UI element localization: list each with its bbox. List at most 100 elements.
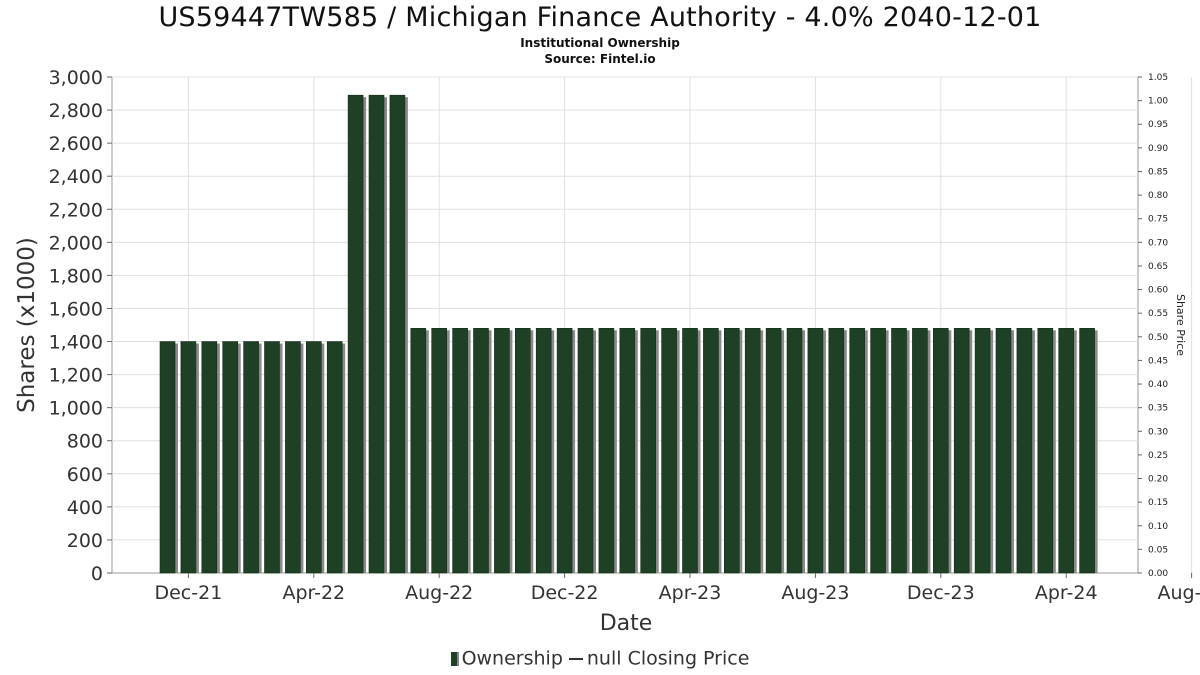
ownership-bar bbox=[953, 328, 970, 574]
x-tick-label: Dec-23 bbox=[907, 582, 975, 604]
ownership-bar bbox=[598, 328, 615, 574]
y2-tick-label: 0.60 bbox=[1148, 286, 1168, 296]
chart-subtitle: Institutional Ownership bbox=[520, 36, 680, 50]
y2-tick-label: 0.35 bbox=[1148, 404, 1168, 414]
ownership-bar bbox=[640, 328, 657, 574]
y-tick-label: 1,600 bbox=[49, 298, 103, 320]
y2-tick-label: 0.80 bbox=[1148, 191, 1168, 201]
ownership-bar bbox=[723, 328, 740, 574]
ownership-bar bbox=[473, 328, 489, 574]
ownership-bar bbox=[786, 328, 803, 574]
ownership-bar bbox=[1016, 328, 1033, 574]
y2-tick-label: 0.15 bbox=[1148, 498, 1168, 508]
y-tick-label: 2,400 bbox=[49, 166, 103, 188]
x-tick-label: Apr-22 bbox=[282, 582, 345, 604]
ownership-bar bbox=[243, 341, 259, 574]
y-tick-label: 2,600 bbox=[49, 133, 103, 155]
ownership-bar bbox=[410, 328, 427, 574]
x-tick-label: Dec-21 bbox=[154, 582, 222, 604]
legend-label-ownership: Ownership bbox=[461, 647, 563, 670]
x-tick-label: Aug-22 bbox=[405, 582, 473, 604]
ownership-bar bbox=[347, 94, 364, 574]
ownership-bar bbox=[431, 328, 448, 574]
y-axis-title: Shares (x1000) bbox=[14, 237, 40, 413]
ownership-bar bbox=[849, 328, 866, 574]
ownership-bar bbox=[180, 341, 197, 574]
y2-tick-label: 0.00 bbox=[1148, 569, 1168, 579]
y2-tick-label: 0.20 bbox=[1148, 475, 1168, 485]
ownership-bar bbox=[703, 328, 719, 574]
ownership-bar bbox=[556, 328, 573, 574]
ownership-bar bbox=[995, 328, 1012, 574]
y2-tick-label: 0.75 bbox=[1148, 215, 1168, 225]
ownership-bar bbox=[285, 341, 301, 574]
y2-tick-label: 0.10 bbox=[1148, 522, 1168, 532]
ownership-bar bbox=[368, 94, 385, 574]
y-tick-label: 2,200 bbox=[49, 199, 103, 221]
y-tick-label: 1,400 bbox=[49, 332, 103, 354]
y2-tick-label: 0.95 bbox=[1148, 120, 1168, 130]
y2-tick-label: 1.05 bbox=[1148, 73, 1168, 83]
ownership-bar bbox=[661, 328, 677, 574]
chart-legend: Ownership null Closing Price bbox=[0, 647, 1200, 670]
y2-tick-label: 0.65 bbox=[1148, 262, 1168, 272]
chart-title: US59447TW585 / Michigan Finance Authorit… bbox=[158, 2, 1042, 33]
ownership-bar bbox=[222, 341, 238, 574]
ownership-bar bbox=[744, 328, 761, 574]
y2-tick-label: 0.30 bbox=[1148, 427, 1168, 437]
ownership-bar bbox=[577, 328, 594, 574]
x-tick-label: Dec-22 bbox=[531, 582, 599, 604]
ownership-bar bbox=[619, 328, 636, 574]
ownership-bar bbox=[1058, 328, 1074, 574]
y-tick-label: 2,800 bbox=[49, 100, 103, 122]
y2-tick-label: 0.90 bbox=[1148, 144, 1168, 154]
x-tick-label: Apr-24 bbox=[1035, 582, 1098, 604]
y2-tick-label: 0.70 bbox=[1148, 238, 1168, 248]
y-tick-label: 0 bbox=[91, 563, 103, 585]
ownership-bar bbox=[264, 341, 280, 574]
y-tick-label: 400 bbox=[67, 497, 103, 519]
ownership-bar bbox=[765, 328, 782, 574]
ownership-bar bbox=[514, 328, 531, 574]
y-tick-label: 1,800 bbox=[49, 265, 103, 287]
y2-tick-label: 0.40 bbox=[1148, 380, 1168, 390]
ownership-bar bbox=[159, 341, 176, 574]
ownership-bar bbox=[912, 328, 928, 574]
y2-axis-title: Share Price bbox=[1174, 294, 1187, 356]
y2-tick-label: 0.25 bbox=[1148, 451, 1168, 461]
y2-tick-label: 0.45 bbox=[1148, 356, 1168, 366]
y-tick-label: 1,000 bbox=[49, 398, 103, 420]
ownership-bar bbox=[201, 341, 218, 574]
y2-tick-label: 1.00 bbox=[1148, 97, 1168, 107]
ownership-bar bbox=[326, 341, 343, 574]
y2-tick-label: 0.50 bbox=[1148, 333, 1168, 343]
closing-price-legend-swatch bbox=[568, 657, 583, 660]
x-tick-label: Apr-23 bbox=[659, 582, 722, 604]
ownership-bar bbox=[807, 328, 824, 574]
ownership-bar bbox=[494, 328, 510, 574]
ownership-bar bbox=[389, 94, 406, 574]
ownership-bar bbox=[891, 328, 907, 574]
ownership-bar bbox=[870, 328, 886, 574]
ownership-bar bbox=[452, 328, 468, 574]
x-tick-label: Aug-23 bbox=[781, 582, 849, 604]
ownership-bar bbox=[1079, 328, 1095, 574]
legend-label-closing-price: null Closing Price bbox=[586, 647, 750, 670]
y2-tick-label: 0.05 bbox=[1148, 545, 1168, 555]
y-tick-label: 600 bbox=[67, 464, 103, 486]
y2-tick-label: 0.55 bbox=[1148, 309, 1168, 319]
ownership-bar bbox=[305, 341, 322, 574]
ownership-bar bbox=[535, 328, 552, 574]
ownership-bar bbox=[682, 328, 698, 574]
ownership-bar bbox=[932, 328, 949, 574]
ownership-legend-swatch bbox=[450, 651, 459, 666]
ownership-bar bbox=[828, 328, 845, 574]
ownership-bar bbox=[974, 328, 991, 574]
x-axis-title: Date bbox=[600, 611, 653, 636]
y-tick-label: 3,000 bbox=[49, 67, 103, 89]
x-tick-label: Aug-24 bbox=[1158, 582, 1200, 604]
y-tick-label: 200 bbox=[67, 530, 103, 552]
y-tick-label: 800 bbox=[67, 431, 103, 453]
ownership-bar bbox=[1037, 328, 1054, 574]
